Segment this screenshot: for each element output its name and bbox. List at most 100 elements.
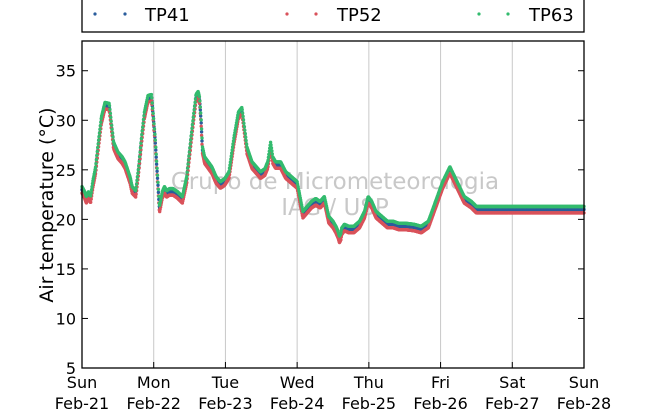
point-tp52	[134, 192, 138, 196]
point-tp63	[269, 143, 273, 147]
point-tp63	[267, 152, 271, 157]
point-tp63	[185, 174, 189, 178]
point-tp63	[192, 108, 196, 112]
point-tp63	[137, 159, 141, 164]
point-tp41	[153, 141, 157, 145]
point-tp63	[189, 138, 193, 142]
point-tp63	[198, 105, 202, 109]
point-tp52	[339, 238, 343, 242]
point-tp63	[231, 139, 236, 143]
point-tp63	[99, 116, 103, 121]
point-tp63	[190, 126, 194, 131]
point-tp63	[188, 146, 192, 150]
point-tp52	[199, 133, 204, 138]
y-tick-label-15: 15	[56, 260, 76, 279]
point-tp63	[230, 145, 235, 149]
point-tp63	[235, 118, 239, 122]
point-tp63	[240, 107, 244, 112]
x-tick-day-4: Thu	[353, 373, 384, 392]
point-tp63	[90, 181, 95, 186]
point-tp63	[142, 114, 146, 118]
point-tp63	[151, 116, 156, 121]
point-tp63	[139, 141, 143, 145]
x-axis: Sun Feb-21 Mon Feb-22 Tue Feb-23 Wed Feb-24 Thu F…	[55, 362, 611, 409]
legend-label-tp63: TP63	[528, 5, 574, 26]
legend-marker-tp63	[477, 12, 481, 16]
point-tp63	[200, 136, 204, 140]
point-tp63	[189, 134, 193, 138]
point-tp41	[155, 176, 160, 180]
point-tp63	[228, 160, 233, 164]
point-tp41	[198, 108, 202, 112]
point-tp63	[268, 140, 273, 144]
legend-marker-tp63	[506, 12, 510, 16]
point-tp41	[156, 183, 160, 187]
point-tp63	[149, 92, 154, 97]
point-tp63	[190, 123, 195, 127]
point-tp63	[339, 231, 343, 235]
x-tick-date-1: Feb-22	[126, 394, 180, 409]
point-tp63	[155, 166, 159, 170]
point-tp52	[89, 197, 93, 201]
y-tick-label-5: 5	[66, 359, 76, 378]
point-tp63	[266, 155, 271, 160]
point-tp63	[153, 138, 157, 142]
point-tp63	[242, 125, 247, 129]
point-tp63	[137, 164, 141, 168]
point-tp63	[95, 149, 100, 154]
x-tick-day-3: Wed	[280, 373, 315, 392]
y-axis: 5 10 15 20 25 30 35	[56, 62, 584, 378]
point-tp63	[107, 104, 112, 108]
point-tp63	[150, 101, 154, 105]
point-tp63	[185, 166, 190, 170]
y-tick-label-35: 35	[56, 62, 76, 81]
point-tp63	[267, 149, 271, 153]
point-tp63	[141, 121, 145, 126]
point-tp63	[134, 188, 138, 193]
point-tp63	[135, 175, 140, 179]
legend-marker-tp52	[285, 12, 289, 16]
point-tp63	[96, 138, 101, 142]
point-tp63	[230, 148, 234, 152]
x-tick-day-2: Tue	[211, 373, 239, 392]
point-tp63	[154, 152, 158, 156]
point-tp63	[191, 115, 195, 119]
point-tp41	[154, 148, 158, 152]
point-tp63	[235, 116, 240, 120]
point-tp63	[199, 111, 203, 115]
point-tp63	[109, 119, 113, 124]
point-tp63	[134, 186, 138, 190]
point-tp63	[186, 158, 191, 162]
point-tp63	[187, 150, 192, 154]
legend-marker-tp52	[314, 12, 318, 16]
point-tp63	[232, 136, 236, 140]
point-tp63	[242, 121, 246, 126]
point-tp63	[96, 145, 100, 150]
point-tp63	[98, 127, 102, 132]
point-tp63	[244, 135, 248, 139]
point-tp63	[269, 146, 274, 150]
point-tp41	[155, 169, 159, 173]
point-tp63	[141, 117, 146, 122]
x-tick-day-7: Sun	[569, 373, 599, 392]
legend-entry-tp52: TP52	[285, 5, 382, 26]
point-tp63	[138, 146, 143, 150]
point-tp41	[200, 139, 204, 143]
legend: TP41 TP52 TP63	[81, 0, 585, 33]
point-tp63	[108, 111, 113, 116]
point-tp63	[244, 138, 248, 143]
x-tick-day-0: Sun	[67, 373, 97, 392]
point-tp63	[134, 182, 139, 186]
point-tp41	[199, 121, 203, 125]
point-tp41	[199, 130, 204, 134]
point-tp63	[96, 142, 100, 146]
point-tp41	[156, 190, 161, 195]
point-tp63	[152, 127, 157, 131]
series-layer	[80, 89, 586, 245]
point-tp63	[156, 187, 161, 192]
point-tp63	[191, 119, 195, 123]
y-axis-title: Air temperature (°C)	[36, 107, 58, 302]
point-tp63	[94, 162, 98, 166]
point-tp63	[234, 126, 238, 130]
